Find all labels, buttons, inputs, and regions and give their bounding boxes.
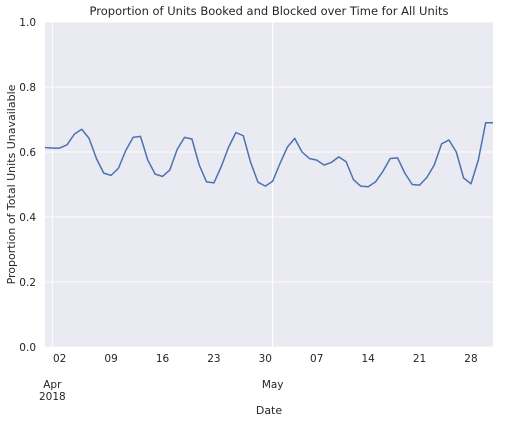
x-tick-label: 30 (259, 353, 272, 365)
x-tick-label: 09 (104, 353, 117, 365)
x-gridlines (51, 22, 274, 347)
y-tick-label: 0.0 (19, 342, 36, 354)
y-tick-label: 0.2 (19, 277, 36, 289)
x-tick-label: 14 (361, 353, 375, 365)
y-axis-label: Proportion of Total Units Unavailable (5, 84, 18, 284)
series-line (44, 122, 493, 188)
x-tick-label: 23 (207, 353, 220, 365)
x-tick-label: 07 (310, 353, 323, 365)
x-month-label: Apr (43, 379, 62, 391)
y-tick-labels: 0.0 0.2 0.4 0.6 0.8 1.0 (19, 17, 36, 354)
x-tick-label: 21 (413, 353, 426, 365)
x-month-label: May (262, 379, 284, 391)
y-tick-label: 0.6 (19, 147, 36, 159)
y-tick-label: 1.0 (19, 17, 36, 29)
x-tick-label: 28 (464, 353, 477, 365)
x-tick-label: 02 (53, 353, 66, 365)
x-tick-labels: 02 09 16 23 30 07 14 21 28 (53, 353, 478, 365)
x-tick-label: 16 (156, 353, 170, 365)
y-tick-label: 0.8 (19, 82, 36, 94)
chart-title: Proportion of Units Booked and Blocked o… (90, 4, 449, 18)
x-axis-label: Date (256, 404, 283, 417)
x-year-label: 2018 (39, 391, 66, 403)
y-gridlines (45, 21, 493, 348)
y-tick-label: 0.4 (19, 212, 36, 224)
